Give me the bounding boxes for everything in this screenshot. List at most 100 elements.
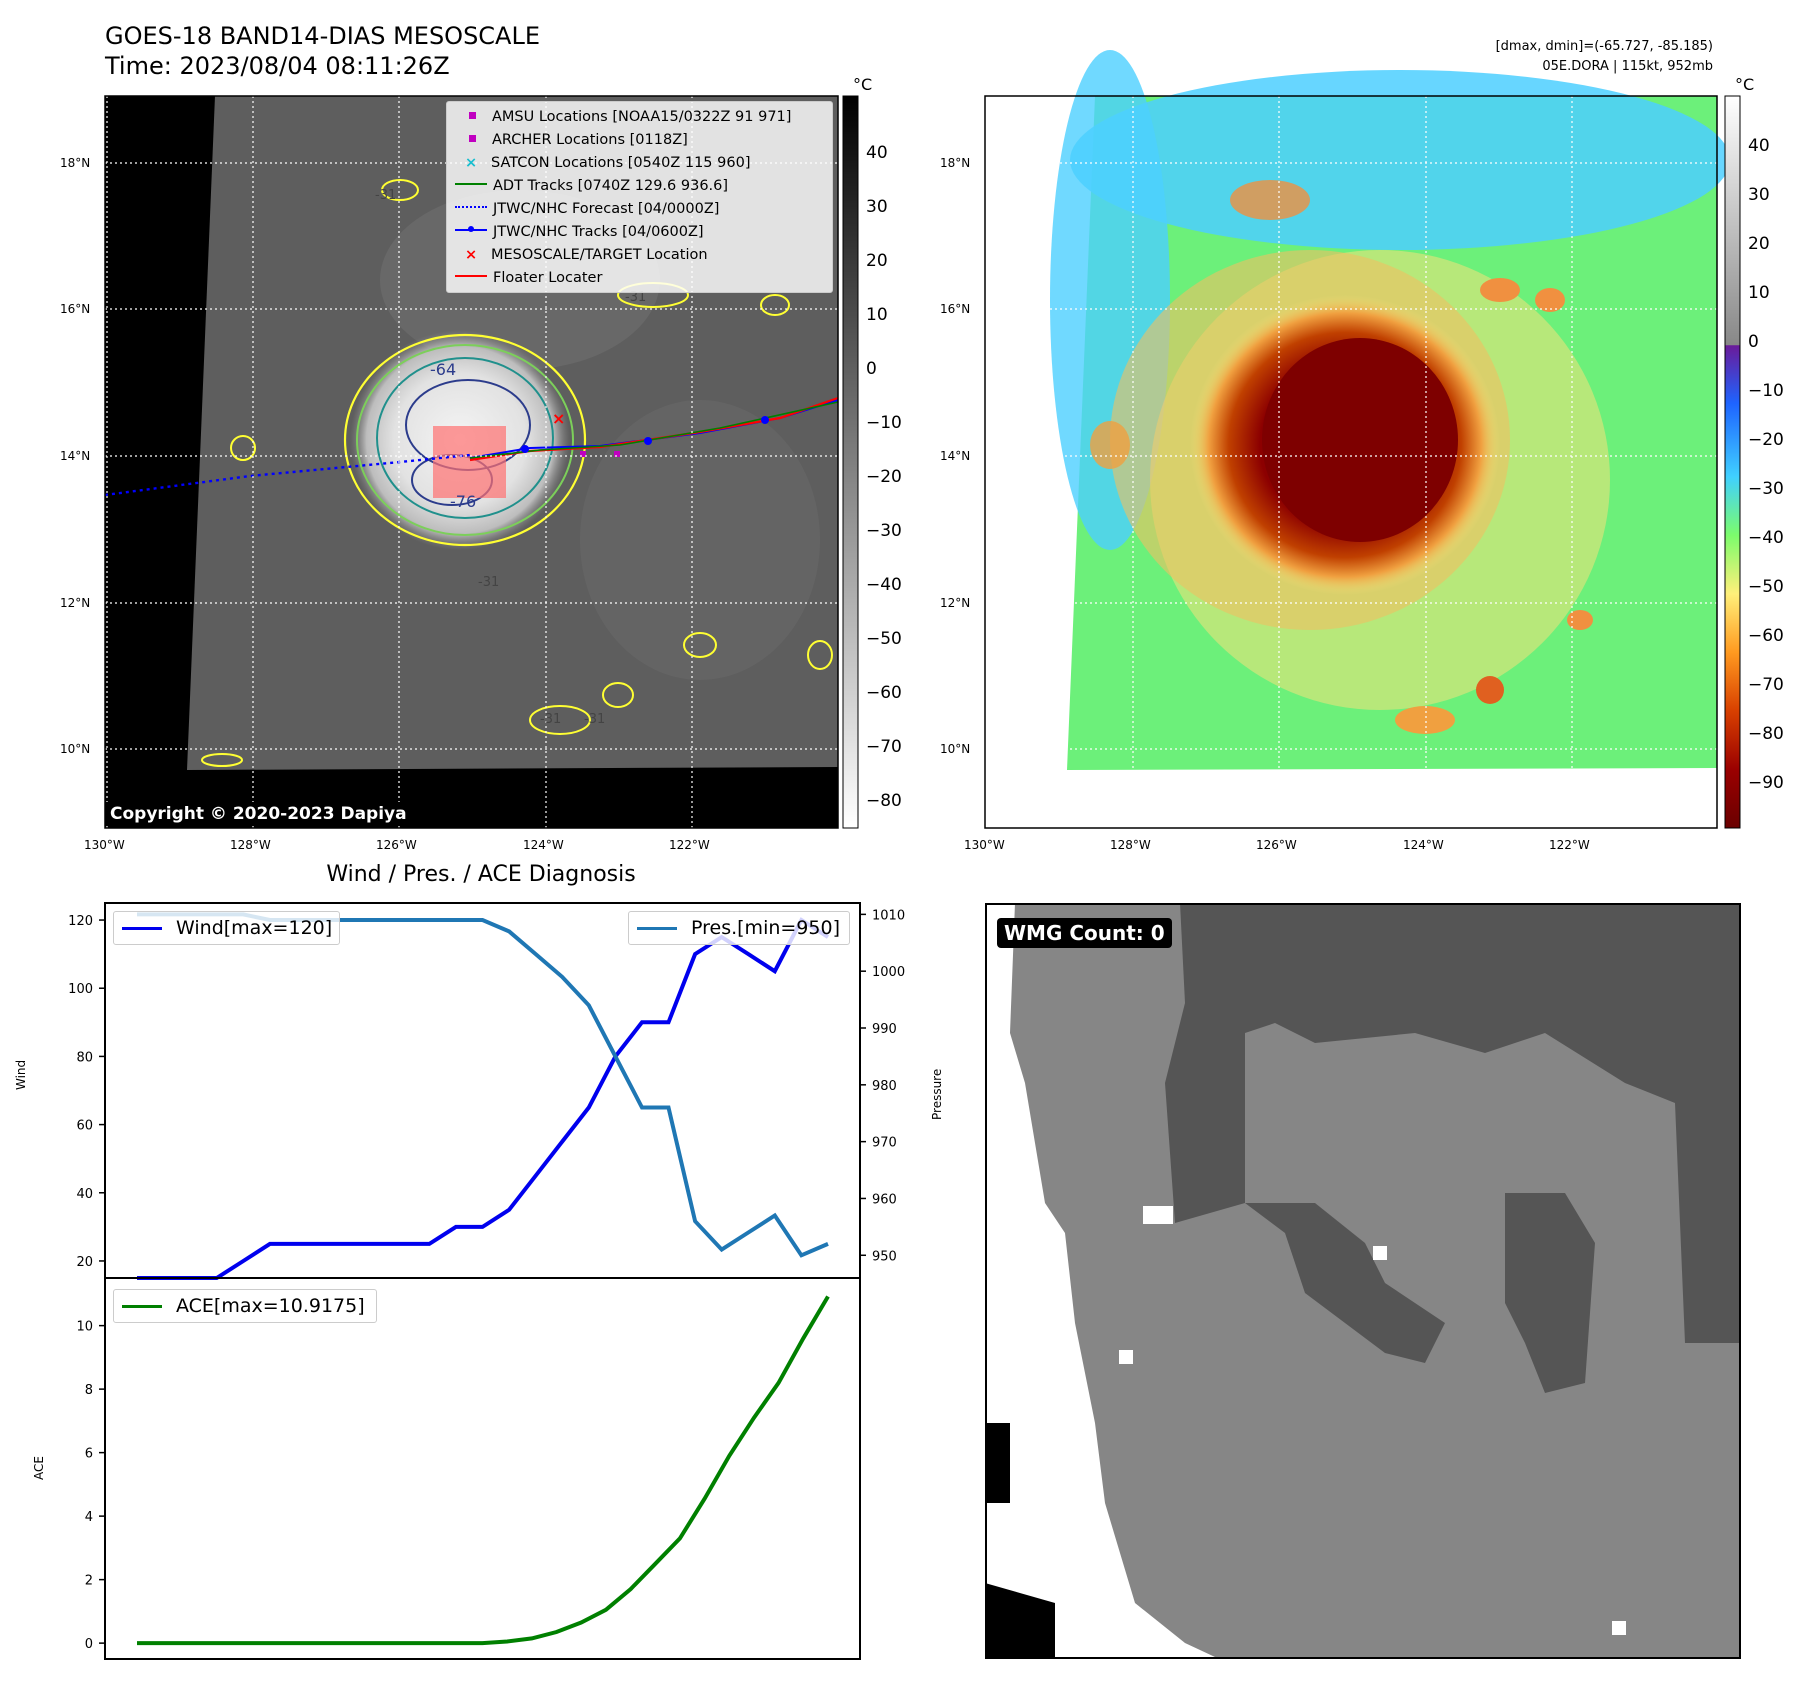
ir-cb-tick: −40 bbox=[866, 575, 902, 595]
enh-lat-label-12: 12°N bbox=[940, 596, 971, 610]
pressure-tick-label: 950 bbox=[872, 1249, 897, 1264]
enh-lon-label-124: 124°W bbox=[1403, 838, 1444, 852]
enh-lon-label-126: 126°W bbox=[1256, 838, 1297, 852]
enh-cb-tick: 0 bbox=[1748, 332, 1759, 352]
wmg-count-badge: WMG Count: 0 bbox=[997, 918, 1172, 948]
ir-lon-label-124: 124°W bbox=[523, 838, 564, 852]
ir-lon-label-128: 128°W bbox=[230, 838, 271, 852]
ir-lon-label-130: 130°W bbox=[84, 838, 125, 852]
enh-cb-tick: −90 bbox=[1748, 773, 1784, 793]
enh-lon-label-122: 122°W bbox=[1549, 838, 1590, 852]
legend-item: Floater Locater bbox=[455, 269, 602, 287]
ir-lat-label-10: 10°N bbox=[60, 742, 91, 756]
enh-cb-tick: 10 bbox=[1748, 283, 1770, 303]
ir-cb-tick: 10 bbox=[866, 305, 888, 325]
ir-map-panel: × bbox=[104, 50, 1741, 829]
wmg-white-region bbox=[985, 903, 1215, 1657]
legend-item: JTWC/NHC Tracks [04/0600Z] bbox=[455, 223, 704, 241]
figure-time: Time: 2023/08/04 08:11:26Z bbox=[105, 52, 450, 80]
wind-tick-label: 80 bbox=[76, 1050, 93, 1065]
ace-tick-label: 0 bbox=[85, 1637, 93, 1652]
square-marker-icon bbox=[469, 112, 476, 119]
ir-cb-tick: −80 bbox=[866, 791, 902, 811]
ace-tick-label: 4 bbox=[85, 1510, 93, 1525]
wind-tick-label: 100 bbox=[68, 982, 93, 997]
pressure-tick-label: 970 bbox=[872, 1136, 897, 1151]
enh-lat-label-10: 10°N bbox=[940, 742, 971, 756]
wind-axis-label: Wind bbox=[14, 1059, 28, 1090]
contour-teal bbox=[376, 357, 554, 519]
legend-item: × MESOSCALE/TARGET Location bbox=[465, 247, 708, 263]
x-marker-icon: × bbox=[465, 155, 478, 171]
enh-cb-tick: −60 bbox=[1748, 626, 1784, 646]
ir-map-legend: AMSU Locations [NOAA15/0322Z 91 971] ARC… bbox=[446, 101, 833, 293]
enh-lat-label-14: 14°N bbox=[940, 449, 971, 463]
pressure-legend: Pres.[min=950] bbox=[628, 911, 850, 945]
contour-yellow bbox=[343, 333, 587, 547]
pressure-tick-label: 1010 bbox=[872, 908, 905, 923]
enh-cb-tick: −40 bbox=[1748, 528, 1784, 548]
ir-lat-label-12: 12°N bbox=[60, 596, 91, 610]
legend-item: × SATCON Locations [0540Z 115 960] bbox=[465, 155, 751, 171]
pressure-tick-label: 980 bbox=[872, 1079, 897, 1094]
x-marker-icon: × bbox=[465, 247, 478, 263]
diagnosis-chart: 20 40 60 80 100 120 950 960 970 980 990 1000 1010 0 2… bbox=[68, 902, 905, 1660]
ace-tick-label: 10 bbox=[76, 1320, 93, 1335]
square-marker-icon bbox=[469, 135, 476, 142]
ir-cb-tick: −60 bbox=[866, 683, 902, 703]
line-dot-icon bbox=[455, 226, 487, 232]
enh-cb-tick: −20 bbox=[1748, 430, 1784, 450]
contour-label: -31 bbox=[375, 188, 397, 203]
contour-label: -64 bbox=[430, 360, 457, 379]
ace-legend-line bbox=[122, 1305, 162, 1308]
wind-tick-label: 20 bbox=[76, 1255, 93, 1270]
dmax-dmin-label: [dmax, dmin]=(-65.727, -85.185) bbox=[1495, 39, 1713, 54]
svg-text:×: × bbox=[552, 409, 565, 428]
ir-cb-tick: 30 bbox=[866, 197, 888, 217]
ir-cb-tick: −70 bbox=[866, 737, 902, 757]
ir-lat-label-18: 18°N bbox=[60, 156, 91, 170]
contour-label: -76 bbox=[450, 492, 477, 511]
ir-cb-tick: −10 bbox=[866, 413, 902, 433]
ir-cb-tick: −50 bbox=[866, 629, 902, 649]
enh-cb-tick: 40 bbox=[1748, 136, 1770, 156]
wind-axes-frame bbox=[104, 902, 861, 1279]
contour-label: -31 bbox=[584, 712, 606, 727]
wind-legend-label: Wind[max=120] bbox=[176, 917, 333, 939]
line-marker-icon bbox=[455, 275, 487, 277]
wind-legend: Wind[max=120] bbox=[113, 911, 340, 945]
enh-colorbar-unit: °C bbox=[1735, 75, 1755, 94]
ace-axes-frame bbox=[104, 1277, 861, 1660]
ir-lon-label-122: 122°W bbox=[669, 838, 710, 852]
wind-legend-line bbox=[122, 927, 162, 930]
wind-tick-label: 120 bbox=[68, 914, 93, 929]
mesoscale-target-box bbox=[433, 426, 506, 498]
figure-title: GOES-18 BAND14-DIAS MESOSCALE bbox=[105, 22, 541, 50]
adt-track bbox=[469, 401, 839, 459]
ace-legend-label: ACE[max=10.9175] bbox=[176, 1295, 365, 1317]
enh-lat-label-18: 18°N bbox=[940, 156, 971, 170]
contour-label: -31 bbox=[540, 712, 562, 727]
legend-item: ARCHER Locations [0118Z] bbox=[455, 131, 688, 149]
enh-cb-tick: −50 bbox=[1748, 577, 1784, 597]
dotted-line-icon bbox=[455, 206, 487, 208]
enh-gridlines bbox=[985, 96, 1717, 828]
contour-green bbox=[356, 344, 574, 536]
ace-axis-label: ACE bbox=[32, 1456, 46, 1480]
storm-info-label: 05E.DORA | 115kt, 952mb bbox=[1542, 59, 1713, 74]
ir-lon-label-126: 126°W bbox=[376, 838, 417, 852]
legend-item: JTWC/NHC Forecast [04/0000Z] bbox=[455, 200, 719, 218]
enh-cb-tick: −30 bbox=[1748, 479, 1784, 499]
ir-cb-tick: −20 bbox=[866, 467, 902, 487]
contour-label: -31 bbox=[625, 290, 647, 305]
wmg-panel bbox=[985, 903, 1741, 1659]
enh-colorbar bbox=[1724, 95, 1741, 829]
wind-tick-label: 60 bbox=[76, 1119, 93, 1134]
contour-label: -31 bbox=[478, 575, 500, 590]
enh-cb-tick: −70 bbox=[1748, 675, 1784, 695]
enh-lon-label-130: 130°W bbox=[964, 838, 1005, 852]
enh-cb-tick: −10 bbox=[1748, 381, 1784, 401]
enh-lat-label-16: 16°N bbox=[940, 302, 971, 316]
ace-legend: ACE[max=10.9175] bbox=[113, 1289, 377, 1323]
ir-colorbar bbox=[842, 95, 859, 829]
